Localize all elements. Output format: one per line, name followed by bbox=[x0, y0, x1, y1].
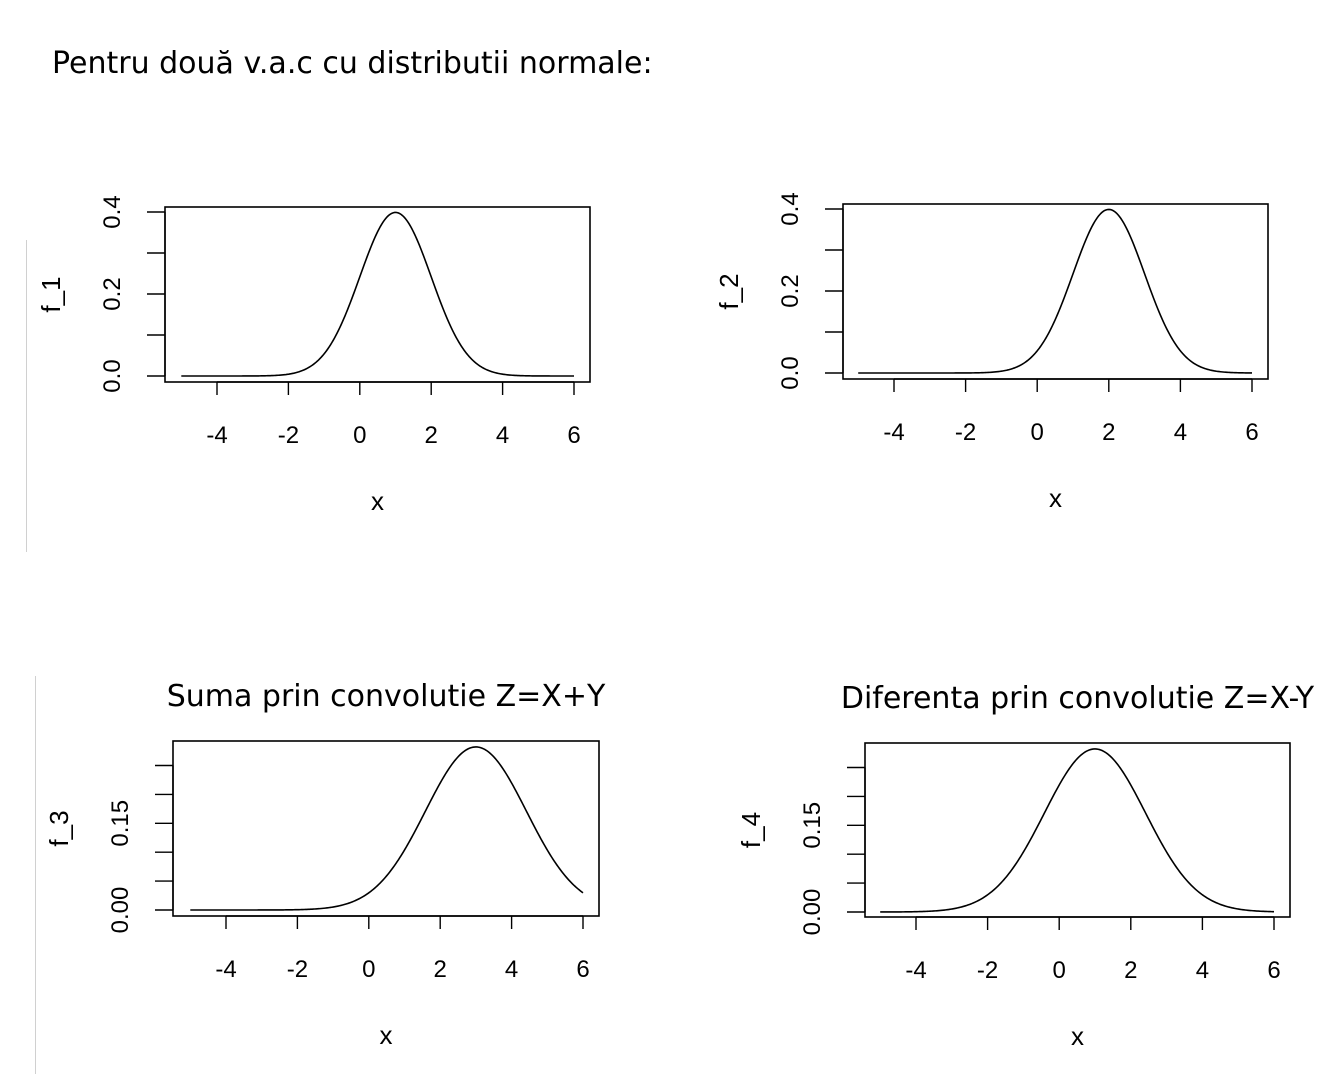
plot-frame bbox=[842, 203, 1269, 380]
x-tick-label: 6 bbox=[1245, 419, 1258, 446]
y-tick-label: 0.00 bbox=[799, 889, 826, 936]
y-tick-label: 0.00 bbox=[107, 887, 134, 934]
x-tick-label: -4 bbox=[883, 419, 904, 446]
x-axis-label: x bbox=[1049, 483, 1062, 513]
x-tick-label: -4 bbox=[905, 957, 926, 984]
x-tick-label: -4 bbox=[215, 956, 236, 983]
x-tick-label: 0 bbox=[362, 956, 375, 983]
x-axis-label: x bbox=[380, 1020, 393, 1050]
y-axis-label: f_1 bbox=[36, 276, 66, 312]
left-margin-line-top bbox=[26, 240, 27, 552]
x-tick-label: 0 bbox=[1031, 419, 1044, 446]
x-tick-label: 6 bbox=[576, 956, 589, 983]
density-curve bbox=[181, 211, 574, 377]
chart-f2: -4 -2 0 2 4 6 0.0 0.2 0.4 x f_2 bbox=[714, 192, 1269, 513]
x-tick-label: 2 bbox=[425, 422, 438, 449]
x-tick-label: 4 bbox=[505, 956, 518, 983]
y-tick-label: 0.15 bbox=[107, 800, 134, 847]
chart-title: Suma prin convolutie Z=X+Y bbox=[167, 679, 606, 714]
chart-title: Diferenta prin convolutie Z=X-Y bbox=[841, 681, 1315, 716]
x-axis-label: x bbox=[1071, 1021, 1084, 1051]
x-tick-label: 0 bbox=[1053, 957, 1066, 984]
chart-f3-sum: -4 -2 0 2 4 6 0.00 0.15 x f_3 Suma prin convolutie… bbox=[44, 679, 606, 1050]
x-tick-label: 2 bbox=[1102, 419, 1115, 446]
y-axis-label: f_2 bbox=[714, 273, 744, 309]
y-tick-label: 0.0 bbox=[777, 356, 804, 389]
y-tick-label: 0.4 bbox=[777, 192, 804, 225]
density-curve bbox=[880, 748, 1275, 913]
x-tick-label: -4 bbox=[206, 422, 227, 449]
x-tick-label: 2 bbox=[1124, 957, 1137, 984]
left-margin-line-bottom bbox=[35, 676, 36, 1074]
x-tick-label: -2 bbox=[278, 422, 299, 449]
y-tick-label: 0.2 bbox=[777, 274, 804, 307]
y-tick-label: 0.2 bbox=[99, 277, 126, 310]
x-tick-label: 4 bbox=[496, 422, 509, 449]
y-tick-label: 0.15 bbox=[799, 802, 826, 849]
x-tick-label: 0 bbox=[353, 422, 366, 449]
y-tick-label: 0.0 bbox=[99, 359, 126, 392]
x-tick-label: -2 bbox=[955, 419, 976, 446]
chart-f1: -4 -2 0 2 4 6 0.0 0.2 0.4 x f_1 bbox=[36, 195, 591, 516]
y-axis-label: f_3 bbox=[44, 810, 74, 846]
x-tick-label: 4 bbox=[1196, 957, 1209, 984]
x-tick-label: 6 bbox=[567, 422, 580, 449]
x-tick-label: 4 bbox=[1174, 419, 1187, 446]
x-axis-label: x bbox=[371, 486, 384, 516]
x-tick-label: 2 bbox=[434, 956, 447, 983]
plot-frame bbox=[864, 742, 1291, 918]
chart-f4-difference: -4 -2 0 2 4 6 0.00 0.15 x f_4 Diferenta prin convo… bbox=[736, 681, 1315, 1051]
y-axis-label: f_4 bbox=[736, 812, 766, 848]
y-tick-label: 0.4 bbox=[99, 195, 126, 228]
page-heading: Pentru două v.a.c cu distributii normale… bbox=[52, 46, 653, 81]
x-tick-label: -2 bbox=[977, 957, 998, 984]
x-tick-label: -2 bbox=[287, 956, 308, 983]
density-curve bbox=[858, 208, 1253, 374]
density-curve bbox=[190, 746, 584, 911]
x-tick-label: 6 bbox=[1267, 957, 1280, 984]
